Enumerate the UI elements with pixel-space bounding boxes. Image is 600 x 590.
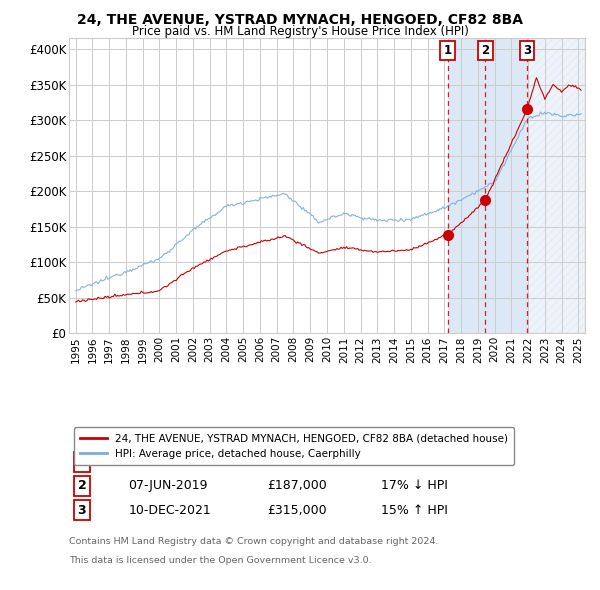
Text: £187,000: £187,000 (268, 479, 328, 493)
Text: This data is licensed under the Open Government Licence v3.0.: This data is licensed under the Open Gov… (69, 556, 371, 565)
Text: 31% ↓ HPI: 31% ↓ HPI (381, 455, 448, 468)
Text: 10-DEC-2021: 10-DEC-2021 (128, 503, 211, 517)
Text: 2: 2 (77, 479, 86, 493)
Text: £315,000: £315,000 (268, 503, 327, 517)
Text: 1: 1 (444, 44, 452, 57)
Text: 2: 2 (481, 44, 489, 57)
Text: 3: 3 (523, 44, 531, 57)
Bar (527, 38, 585, 333)
Text: 17-MAR-2017: 17-MAR-2017 (128, 455, 212, 468)
Text: 1: 1 (77, 455, 86, 468)
Bar (448, 38, 527, 333)
Legend: 24, THE AVENUE, YSTRAD MYNACH, HENGOED, CF82 8BA (detached house), HPI: Average : 24, THE AVENUE, YSTRAD MYNACH, HENGOED, … (74, 427, 514, 465)
Text: Contains HM Land Registry data © Crown copyright and database right 2024.: Contains HM Land Registry data © Crown c… (69, 537, 439, 546)
Text: 3: 3 (77, 503, 86, 517)
Text: Price paid vs. HM Land Registry's House Price Index (HPI): Price paid vs. HM Land Registry's House … (131, 25, 469, 38)
Text: £138,000: £138,000 (268, 455, 327, 468)
Text: 15% ↑ HPI: 15% ↑ HPI (381, 503, 448, 517)
Text: 24, THE AVENUE, YSTRAD MYNACH, HENGOED, CF82 8BA: 24, THE AVENUE, YSTRAD MYNACH, HENGOED, … (77, 13, 523, 27)
Text: 17% ↓ HPI: 17% ↓ HPI (381, 479, 448, 493)
Text: 07-JUN-2019: 07-JUN-2019 (128, 479, 208, 493)
